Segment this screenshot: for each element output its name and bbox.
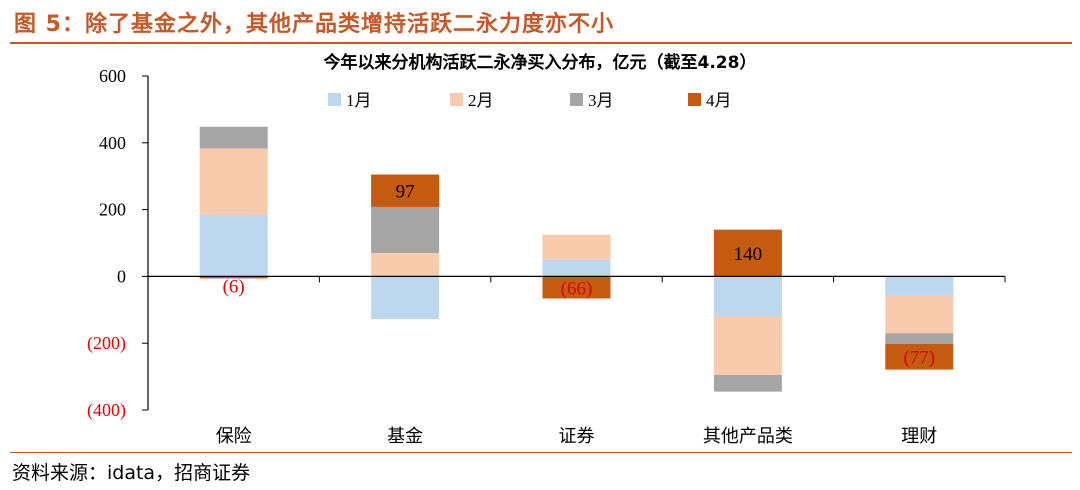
legend-label: 4月 bbox=[706, 91, 732, 110]
bar-segment bbox=[542, 276, 611, 299]
bar-segment bbox=[885, 295, 954, 334]
legend-label: 1月 bbox=[346, 91, 372, 110]
y-tick-label: 400 bbox=[99, 133, 126, 153]
x-axis: 保险 基金 证券 其他产品类 理财 bbox=[147, 275, 1006, 447]
chart-title: 今年以来分机构活跃二永净买入分布，亿元（截至4.28） bbox=[324, 52, 757, 73]
stacked-bar-chart: 今年以来分机构活跃二永净买入分布，亿元（截至4.28） 600 400 200 0 (2… bbox=[87, 52, 1006, 447]
y-axis: 600 400 200 0 (200) (400) bbox=[87, 66, 149, 421]
bar-segment bbox=[371, 276, 440, 320]
bar-segment bbox=[199, 214, 268, 277]
data-label: 97 bbox=[396, 182, 415, 203]
bar-segment bbox=[371, 253, 440, 277]
bar-segment bbox=[885, 333, 954, 344]
bar-segment bbox=[371, 206, 440, 254]
y-tick-label: 200 bbox=[99, 200, 126, 220]
bar-segment bbox=[199, 148, 268, 215]
legend-swatch bbox=[688, 93, 701, 106]
source-note: 资料来源：idata，招商证券 bbox=[12, 462, 251, 484]
legend: 1月 2月 3月 4月 bbox=[328, 91, 732, 110]
data-label: 140 bbox=[734, 244, 763, 265]
legend-label: 3月 bbox=[588, 91, 614, 110]
data-label: (6) bbox=[223, 276, 245, 297]
legend-swatch bbox=[450, 93, 463, 106]
title-underline bbox=[10, 42, 1072, 44]
bar-segment bbox=[542, 259, 611, 277]
x-tick-label: 理财 bbox=[901, 426, 937, 447]
bar-segment bbox=[713, 316, 782, 375]
legend-swatch bbox=[328, 93, 341, 106]
bar-segment bbox=[713, 229, 782, 277]
legend-swatch bbox=[570, 93, 583, 106]
bar-segment bbox=[199, 126, 268, 149]
bar-segment bbox=[713, 374, 782, 392]
x-tick-label: 保险 bbox=[216, 426, 252, 447]
bar-segment bbox=[885, 343, 954, 370]
bar-segment bbox=[371, 174, 440, 207]
x-tick-label: 基金 bbox=[387, 426, 423, 447]
x-tick-label: 证券 bbox=[559, 426, 595, 447]
data-labels: (6) 97 (66) 140 (77) bbox=[223, 182, 936, 369]
bar-segment bbox=[199, 276, 268, 279]
footer-rule bbox=[10, 452, 1072, 453]
bar-segment bbox=[542, 234, 611, 260]
legend-label: 2月 bbox=[468, 91, 494, 110]
y-tick-label: (200) bbox=[87, 333, 126, 354]
y-tick-label: 600 bbox=[99, 66, 126, 86]
y-tick-label: (400) bbox=[87, 400, 126, 421]
y-tick-label: 0 bbox=[117, 266, 126, 286]
bar-segment bbox=[713, 276, 782, 317]
data-label: (77) bbox=[903, 348, 935, 369]
figure-title: 图 5：除了基金之外，其他产品类增持活跃二永力度亦不小 bbox=[14, 12, 614, 37]
bars bbox=[199, 126, 954, 392]
x-tick-label: 其他产品类 bbox=[703, 426, 793, 447]
bar-segment bbox=[885, 276, 954, 296]
data-label: (66) bbox=[561, 278, 593, 299]
